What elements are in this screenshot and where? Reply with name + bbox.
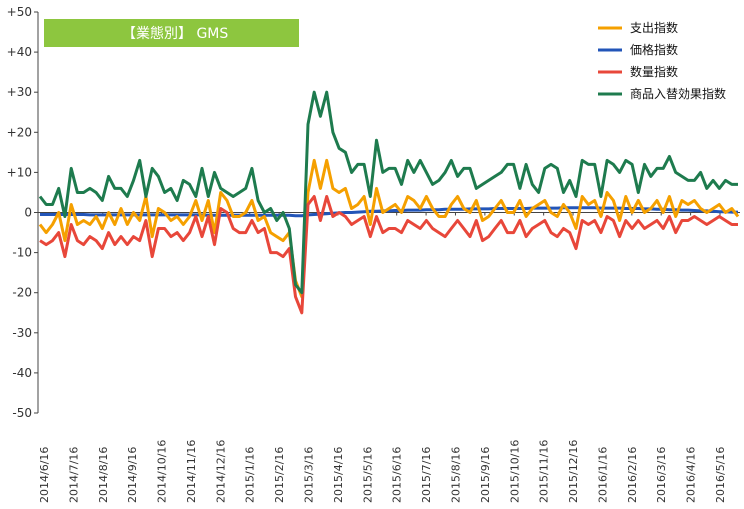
x-tick-label: 2014/12/16	[214, 440, 227, 503]
series-lines	[38, 90, 740, 315]
y-tick-label: -10	[12, 246, 32, 260]
legend-label: 支出指数	[630, 20, 678, 35]
x-tick-label: 2014/7/16	[67, 447, 80, 503]
x-tick-label: 2015/7/16	[420, 447, 433, 503]
y-axis: +50 +40 +30 +20 +10 0 -10 -20 -30 -40 -50	[7, 5, 39, 420]
y-tick-label: -20	[12, 286, 32, 300]
chart-title-box: 【業態別】 GMS	[44, 19, 299, 47]
x-tick-label: 2015/3/16	[303, 447, 316, 503]
x-tick-label: 2016/5/16	[714, 447, 727, 503]
y-tick-label: +10	[7, 165, 32, 179]
series-line-3	[38, 90, 738, 295]
x-tick-label: 2015/11/16	[538, 440, 551, 503]
series-line-0	[38, 158, 740, 299]
chart-title: 【業態別】 GMS	[122, 26, 228, 42]
x-tick-label: 2015/2/16	[273, 447, 286, 503]
series-line-2	[39, 195, 738, 315]
legend-label: 商品入替効果指数	[630, 86, 726, 101]
y-tick-label: -50	[12, 406, 32, 420]
x-tick-label: 2015/6/16	[391, 447, 404, 503]
y-tick-label: +50	[7, 5, 32, 19]
y-tick-label: -40	[12, 366, 32, 380]
x-tick-label: 2016/4/16	[685, 447, 698, 503]
x-tick-label: 2014/11/16	[185, 440, 198, 503]
y-tick-label: -30	[12, 326, 32, 340]
y-tick-label: +20	[7, 125, 32, 139]
x-tick-label: 2016/2/16	[626, 447, 639, 503]
legend-label: 価格指数	[630, 42, 678, 57]
x-tick-label: 2015/4/16	[332, 447, 345, 503]
x-tick-label: 2015/12/16	[567, 440, 580, 503]
y-tick-label: +40	[7, 45, 32, 59]
x-tick-label: 2015/9/16	[479, 447, 492, 503]
x-tick-label: 2015/1/16	[244, 447, 257, 503]
x-tick-label: 2014/10/16	[156, 440, 169, 503]
x-tick-label: 2014/6/16	[38, 447, 51, 503]
x-tick-label: 2014/9/16	[126, 447, 139, 503]
x-tick-label: 2014/8/16	[97, 447, 110, 503]
x-tick-label: 2015/5/16	[361, 447, 374, 503]
y-tick-label: +30	[7, 85, 32, 99]
legend-label: 数量指数	[630, 64, 678, 79]
x-tick-label: 2015/8/16	[449, 447, 462, 503]
chart-title-background	[44, 19, 299, 47]
x-tick-label: 2016/1/16	[596, 447, 609, 503]
x-axis: 2014/6/16 2014/7/16 2014/8/16 2014/9/16 2014…	[38, 212, 740, 503]
x-tick-label: 2015/10/16	[508, 440, 521, 503]
x-tick-label: 2016/3/16	[655, 447, 668, 503]
y-tick-label: 0	[24, 206, 32, 220]
